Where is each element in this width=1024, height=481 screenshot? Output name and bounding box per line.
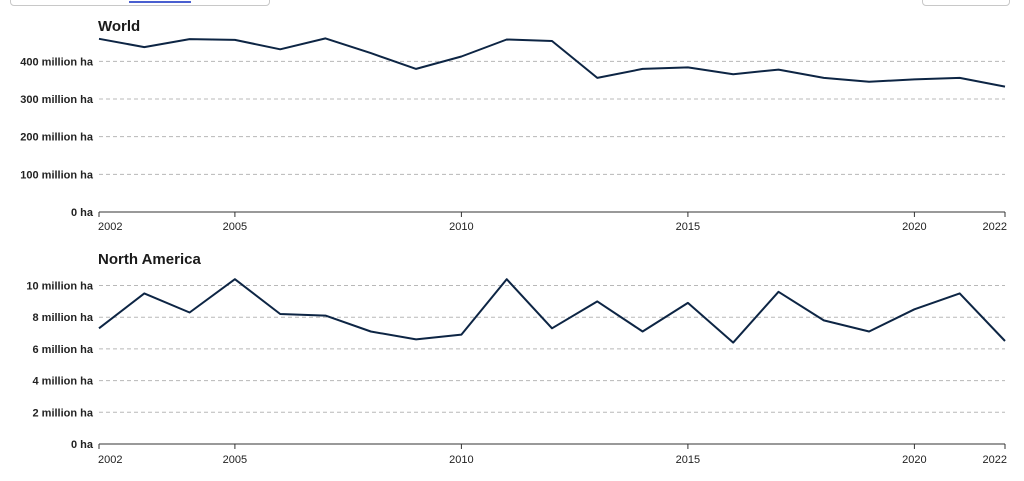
top-control-left[interactable] <box>10 0 270 6</box>
x-tick-label-1-0: 2002 <box>98 454 122 466</box>
x-tick-label-0-2: 2010 <box>449 221 473 233</box>
x-tick-label-0-5: 2022 <box>983 221 1007 233</box>
y-tick-label-1-2: 4 million ha <box>32 376 93 388</box>
y-tick-label-0-3: 300 million ha <box>20 94 94 106</box>
x-tick-label-0-1: 2005 <box>223 221 247 233</box>
chart-title-1: North America <box>98 251 201 268</box>
y-tick-label-1-3: 6 million ha <box>32 344 93 356</box>
y-tick-label-1-4: 8 million ha <box>32 312 93 324</box>
x-tick-label-1-5: 2022 <box>983 454 1007 466</box>
chart-title-0: World <box>98 18 140 35</box>
x-tick-label-1-4: 2020 <box>902 454 926 466</box>
top-control-right[interactable] <box>922 0 1010 6</box>
x-tick-label-0-4: 2020 <box>902 221 926 233</box>
y-tick-label-0-1: 100 million ha <box>20 169 94 181</box>
series-line-0 <box>98 37 1006 88</box>
x-tick-label-1-2: 2010 <box>449 454 473 466</box>
y-tick-label-1-1: 2 million ha <box>32 407 93 419</box>
series-line-1 <box>98 278 1006 344</box>
x-tick-label-1-1: 2005 <box>223 454 247 466</box>
x-tick-label-0-0: 2002 <box>98 221 122 233</box>
x-tick-label-0-3: 2015 <box>676 221 700 233</box>
y-tick-label-0-2: 200 million ha <box>20 132 94 144</box>
active-tab-indicator <box>129 1 191 3</box>
y-tick-label-0-4: 400 million ha <box>20 56 94 68</box>
y-tick-label-1-5: 10 million ha <box>26 281 94 293</box>
y-tick-label-0-0: 0 ha <box>71 207 94 219</box>
x-tick-label-1-3: 2015 <box>676 454 700 466</box>
y-tick-label-1-0: 0 ha <box>71 439 94 451</box>
